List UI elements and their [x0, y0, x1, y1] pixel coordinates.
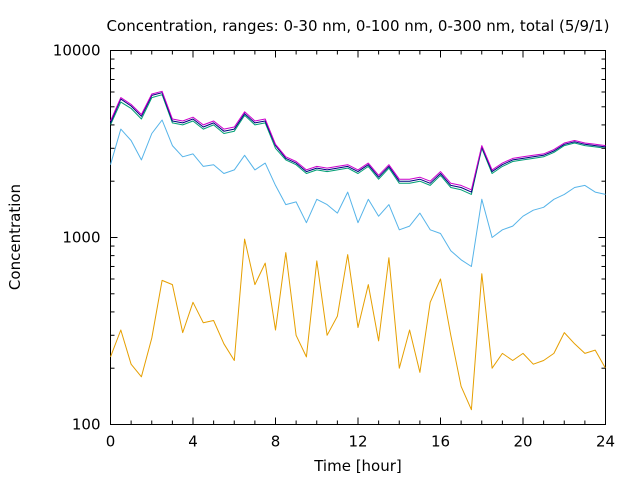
y-tick-label: 100: [72, 416, 101, 434]
x-tick-label: 0: [106, 433, 116, 451]
x-tick-label: 16: [431, 433, 450, 451]
x-tick-label: 12: [348, 433, 367, 451]
y-tick-label: 10000: [53, 42, 101, 60]
x-tick-label: 20: [513, 433, 532, 451]
series-line-5: [110, 90, 606, 191]
ticks-layer: 0 4 8 12 16 20 24 100 1000 10000: [53, 42, 615, 451]
series-line-2: [110, 119, 606, 267]
y-tick-label: 1000: [62, 229, 100, 247]
x-tick-label: 4: [188, 433, 198, 451]
series-line-3: [110, 94, 606, 195]
series-line-1: [110, 238, 606, 411]
series-layer: [110, 90, 606, 411]
chart-title: Concentration, ranges: 0-30 nm, 0-100 nm…: [107, 17, 610, 35]
plot-frame: [110, 50, 606, 425]
x-tick-label: 24: [596, 433, 615, 451]
series-line-4: [110, 92, 606, 193]
x-tick-label: 8: [271, 433, 281, 451]
y-axis-label: Concentration: [6, 184, 24, 290]
x-axis-label: Time [hour]: [313, 457, 402, 475]
